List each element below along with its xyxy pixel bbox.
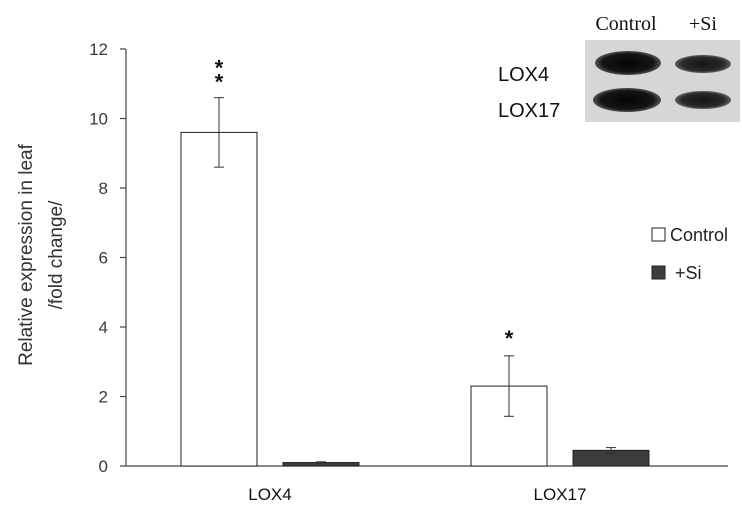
error-bar-lox4-control: [214, 97, 224, 168]
blot-band-lox4-si: [675, 55, 731, 73]
y-tick-label-0: 0: [99, 457, 108, 476]
blot-band-lox17-si: [675, 91, 731, 109]
legend-swatch-si: [651, 265, 666, 280]
blot-column-si: +Si: [689, 13, 717, 35]
y-axis-title-line-2: /fold change/: [46, 200, 67, 310]
blot-image: [585, 40, 740, 122]
legend-swatch-control: [651, 227, 666, 242]
legend: Control +Si: [651, 225, 728, 283]
blot-band-lox4-control: [595, 51, 661, 75]
y-axis-title-line-1: Relative expression in leaf: [16, 143, 37, 366]
error-bar-lox17-si: [606, 447, 616, 454]
y-ticks: 0 2 4 6 8 10 12: [89, 40, 126, 476]
legend-label-si: +Si: [675, 263, 702, 283]
y-tick-label-6: 6: [99, 249, 108, 268]
significance-mark-lox4-b: *: [215, 70, 224, 95]
error-bar-lox4-si: [316, 461, 326, 464]
y-axis-title: Relative expression in leaf /fold change…: [16, 143, 67, 366]
error-bars: [214, 97, 616, 464]
significance-mark-lox17: *: [505, 326, 514, 351]
legend-label-control: Control: [670, 225, 728, 245]
y-tick-label-2: 2: [99, 388, 108, 407]
bars: [180, 131, 650, 467]
blot-row-lox4: LOX4: [498, 64, 549, 86]
y-tick-label-12: 12: [89, 40, 108, 59]
bar-lox4-control: [180, 131, 258, 467]
y-tick-label-8: 8: [99, 179, 108, 198]
significance-marks: ***: [215, 56, 514, 351]
blot-row-lox17: LOX17: [498, 100, 560, 122]
category-labels: LOX4 LOX17: [248, 485, 586, 504]
y-tick-label-10: 10: [89, 110, 108, 129]
error-bar-lox17-control: [504, 355, 514, 417]
blot-column-control: Control: [595, 13, 657, 35]
blot-inset: Control +Si LOX4 LOX17: [498, 13, 740, 122]
significance-mark-lox4-a: *: [215, 56, 224, 81]
category-label-lox4: LOX4: [248, 485, 291, 504]
category-label-lox17: LOX17: [534, 485, 587, 504]
blot-band-lox17-control: [593, 88, 661, 112]
y-tick-label-4: 4: [99, 318, 108, 337]
